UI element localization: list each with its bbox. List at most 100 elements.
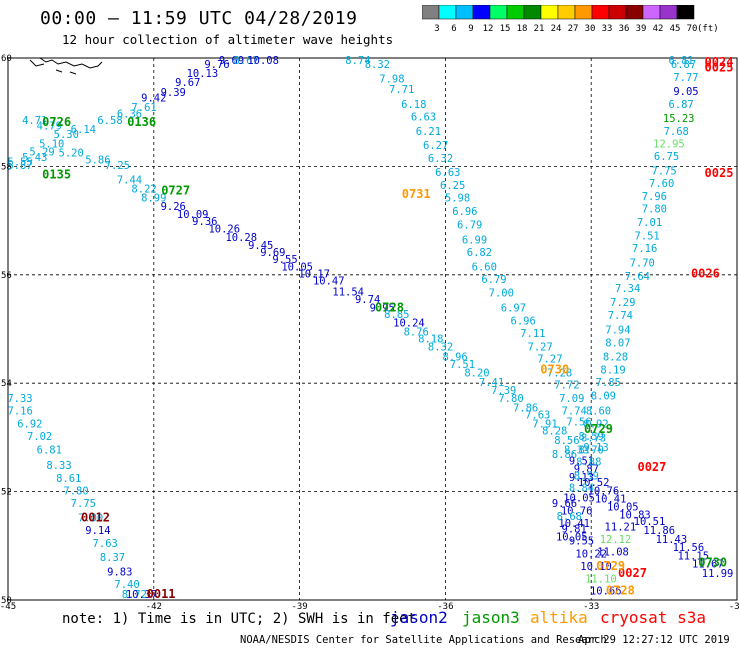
wave-height-value: 10.52 (578, 477, 610, 489)
wave-height-value: 7.75 (651, 166, 676, 178)
lat-tick-label: 52 (1, 488, 12, 498)
wave-height-value: 7.27 (528, 342, 553, 354)
coastline-path (29, 57, 103, 75)
wave-height-value: 5.30 (54, 129, 79, 141)
wave-height-value: 7.63 (93, 538, 118, 550)
pass-time-label: 0727 (161, 184, 190, 198)
footer-note: note: 1) Time is in UTC; 2) SWH is in fe… (62, 611, 417, 627)
wave-height-value: 10.13 (187, 68, 219, 80)
wave-height-value: 8.18 (418, 334, 443, 346)
wave-height-value: 8.72 (122, 589, 147, 601)
pass-time-label: 0026 (691, 267, 720, 281)
wave-height-value: 8.33 (46, 460, 71, 472)
wave-height-value: 9.69 (219, 55, 244, 67)
wave-height-value: 5.87 (7, 160, 32, 172)
wave-height-value: 8.20 (464, 368, 489, 380)
pass-time-label: 0728 (375, 301, 404, 315)
wave-height-value: 11.15 (677, 550, 709, 562)
wave-height-value: 9.76 (204, 59, 229, 71)
pass-time-label: 0012 (81, 510, 110, 524)
wave-height-value: 9.45 (248, 240, 273, 252)
wave-height-value: 7.74 (562, 406, 587, 418)
wave-height-value: 7.11 (520, 328, 545, 340)
colorbar-tick: 6 (451, 24, 456, 34)
wave-height-value: 6.97 (501, 303, 526, 315)
wave-height-value: 8.32 (365, 59, 390, 71)
wave-height-value: 8.70 (579, 445, 604, 457)
wave-height-value: 10.05 (607, 502, 639, 514)
wave-height-value: 8.73 (581, 433, 606, 445)
colorbar-tick: 18 (517, 24, 528, 34)
wave-height-value: 10.05 (556, 531, 588, 543)
wave-height-value: 7.91 (532, 419, 557, 431)
pass-time-label: 0729 (584, 422, 613, 436)
wave-height-value: 9.74 (355, 294, 380, 306)
wave-height-value: 8.84 (569, 483, 594, 495)
wave-height-value: 10.76 (561, 505, 593, 517)
wave-height-value: 10.83 (619, 510, 651, 522)
wave-height-value: 9.13 (583, 442, 608, 454)
pass-time-label: 0027 (637, 460, 666, 474)
wave-height-value: 7.80 (498, 393, 523, 405)
wave-height-value: 6.63 (435, 167, 460, 179)
wave-height-value: 8.60 (586, 406, 611, 418)
legend-cryosat: cryosat s3a (600, 608, 706, 627)
lon-tick-label: -42 (146, 602, 162, 612)
wave-height-value: 11.67 (692, 558, 724, 570)
wave-height-value: 7.51 (450, 359, 475, 371)
colorbar-tick: 36 (619, 24, 630, 34)
colorbar-tick: 15 (500, 24, 511, 34)
colorbar-tick: 27 (568, 24, 579, 34)
wave-height-value: 6.21 (416, 126, 441, 138)
legend-altika: altika (530, 608, 588, 627)
wave-height-value: 6.75 (654, 151, 679, 163)
wave-height-value: 7.77 (673, 72, 698, 84)
pass-time-label: 0027 (618, 566, 647, 580)
wave-height-value: 10.24 (393, 317, 425, 329)
wave-height-value: 5.55 (8, 156, 33, 168)
wave-height-value: 6.58 (97, 115, 122, 127)
wave-height-value: 8.19 (600, 364, 625, 376)
lat-tick-label: 50 (1, 596, 12, 606)
wave-height-value: 8.09 (591, 390, 616, 402)
wave-height-value: 9.42 (141, 92, 166, 104)
wave-height-value: 8.85 (384, 309, 409, 321)
wave-height-value: 7.00 (78, 512, 103, 524)
wave-height-value: 5.20 (59, 148, 84, 160)
wave-height-value: 6.92 (17, 419, 42, 431)
wave-height-value: 7.56 (566, 416, 591, 428)
wave-height-value: 9.81 (562, 523, 587, 535)
wave-height-value: 6.87 (671, 59, 696, 71)
pass-time-label: 0729 (596, 559, 625, 573)
colorbar-tick: 30 (585, 24, 596, 34)
wave-height-value: 10.76 (588, 485, 620, 497)
colorbar-tick: 3 (434, 24, 439, 34)
axis-tick-labels: 60 58 56 54 52 50-45 -42 -39 -36 -33 -30 (0, 54, 740, 612)
wave-height-value: 9.66 (552, 498, 577, 510)
wave-height-value: 7.86 (513, 402, 538, 414)
wave-height-value: 10.41 (558, 518, 590, 530)
wave-height-value: 5.98 (445, 193, 470, 205)
wave-height-value: 7.75 (71, 498, 96, 510)
page-title: 00:00 – 11:59 UTC 04/28/2019 (40, 8, 358, 29)
wave-height-value: 11.86 (643, 525, 675, 537)
wave-height-value: 12.12 (600, 534, 632, 546)
colorbar-tick: 24 (551, 24, 562, 34)
wave-height-value: 6.27 (423, 140, 448, 152)
wave-height-value: 8.67 (233, 55, 258, 67)
lon-tick-label: -45 (0, 602, 16, 612)
wave-height-value: 9.55 (272, 254, 297, 266)
wave-height-value: 7.70 (630, 258, 655, 270)
wave-height-value: 8.28 (603, 351, 628, 363)
wave-height-value: 6.63 (411, 111, 436, 123)
wave-height-value: 6.87 (668, 99, 693, 111)
wave-height-value: 11.10 (585, 574, 617, 586)
colorbar-unit: (ft) (697, 24, 719, 34)
pass-time-label: 0730 (540, 362, 569, 376)
colorbar-tick: 42 (653, 24, 664, 34)
wave-height-value: 7.40 (114, 579, 139, 591)
legend-jason2: jason2 (390, 608, 448, 627)
wave-height-value: 8.92 (583, 419, 608, 431)
wave-height-value: 5.10 (39, 138, 64, 150)
wave-height-value: 9.69 (260, 247, 285, 259)
